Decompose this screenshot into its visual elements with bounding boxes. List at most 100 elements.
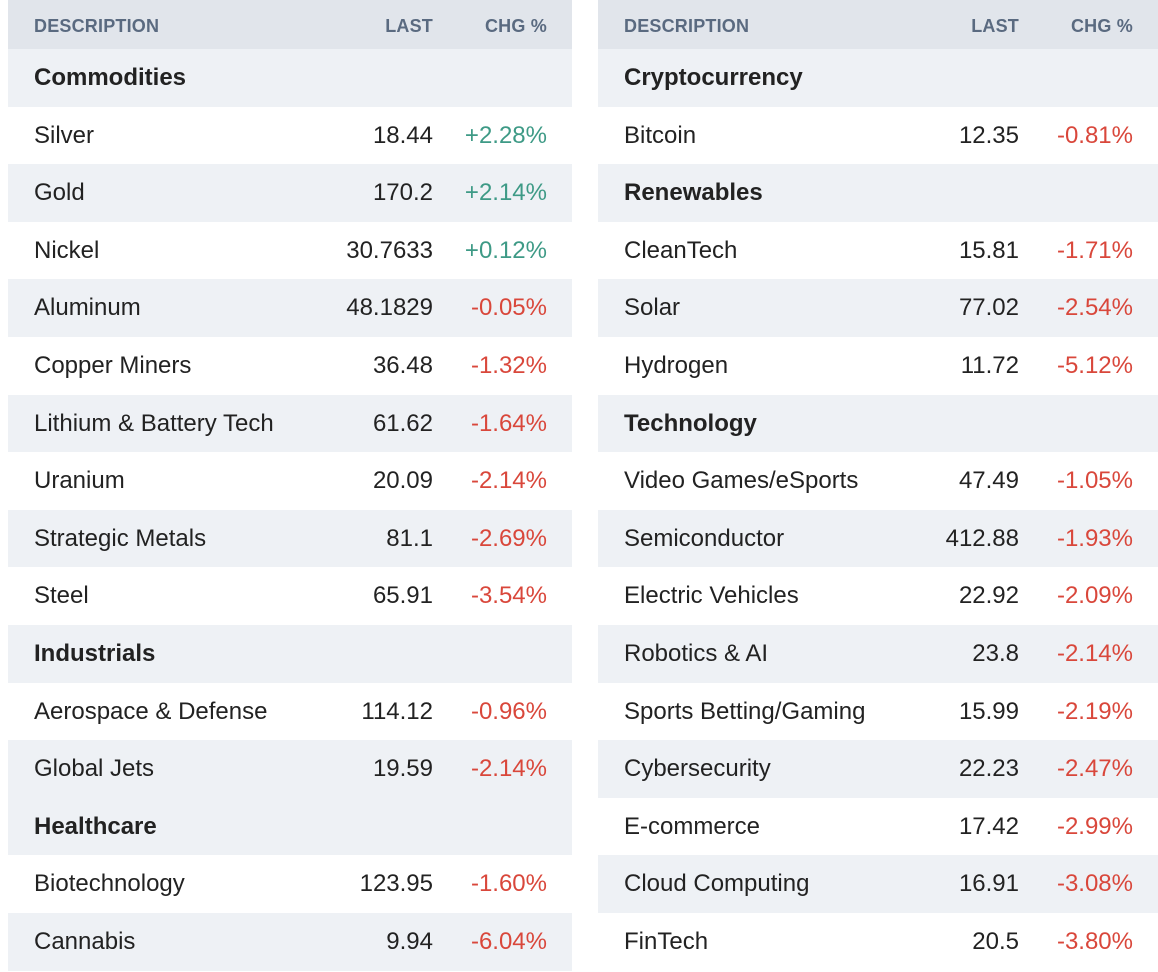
row-description[interactable]: Steel	[34, 582, 89, 610]
row-change-percent: -2.09%	[1056, 582, 1133, 610]
row-description[interactable]: Global Jets	[34, 755, 155, 783]
row-description[interactable]: Cannabis	[34, 927, 136, 955]
row-last-price: 18.44	[372, 121, 433, 149]
row-description[interactable]: Nickel	[34, 236, 100, 264]
row-last-price: 77.02	[958, 294, 1019, 322]
table-row[interactable]: Global Jets 19.59 -2.14%	[8, 740, 572, 798]
row-change-percent: -2.14%	[1056, 639, 1133, 667]
table-row[interactable]: Solar 77.02 -2.54%	[598, 279, 1158, 337]
table-row[interactable]: Lithium & Battery Tech 61.62 -1.64%	[8, 394, 572, 453]
row-description[interactable]: Robotics & AI	[624, 639, 769, 667]
table-row[interactable]: Gold 170.2 +2.14%	[8, 164, 572, 222]
row-last-price: 11.72	[960, 351, 1019, 379]
row-description[interactable]: Uranium	[34, 467, 125, 495]
row-change-percent: -0.05%	[470, 294, 547, 322]
row-description[interactable]: CleanTech	[624, 236, 738, 264]
section-header-row: Commodities	[8, 49, 572, 107]
row-description[interactable]: Copper Miners	[34, 351, 192, 379]
row-last-price: 47.49	[958, 467, 1019, 495]
section-title: Industrials	[34, 639, 156, 667]
column-header-description[interactable]: DESCRIPTION	[34, 16, 160, 36]
row-last-price: 17.42	[958, 812, 1019, 840]
row-change-percent: -2.69%	[470, 524, 547, 552]
row-last-price: 9.94	[386, 927, 433, 955]
column-header-change[interactable]: CHG %	[1070, 16, 1133, 36]
table-row[interactable]: Electric Vehicles 22.92 -2.09%	[598, 567, 1158, 625]
row-description[interactable]: Lithium & Battery Tech	[34, 409, 274, 437]
table-row[interactable]: FinTech 20.5 -3.80%	[598, 913, 1158, 971]
column-header-description[interactable]: DESCRIPTION	[624, 16, 750, 36]
row-change-percent: -1.32%	[470, 351, 547, 379]
table-row[interactable]: Aerospace & Defense 114.12 -0.96%	[8, 683, 572, 741]
row-description[interactable]: Hydrogen	[624, 351, 729, 379]
row-last-price: 19.59	[372, 755, 433, 783]
row-change-percent: -2.99%	[1056, 812, 1133, 840]
row-last-price: 61.62	[372, 409, 433, 437]
row-description[interactable]: Video Games/eSports	[624, 467, 859, 495]
table-row[interactable]: Steel 65.91 -3.54%	[8, 567, 572, 625]
table-row[interactable]: Uranium 20.09 -2.14%	[8, 452, 572, 510]
row-last-price: 48.1829	[346, 294, 433, 322]
row-change-percent: -6.04%	[470, 927, 547, 955]
row-description[interactable]: Gold	[34, 179, 85, 207]
table-row[interactable]: Semiconductor 412.88 -1.93%	[598, 509, 1158, 568]
row-change-percent: -1.60%	[470, 870, 547, 898]
table-row[interactable]: Bitcoin 12.35 -0.81%	[598, 107, 1158, 165]
table-row[interactable]: Video Games/eSports 47.49 -1.05%	[598, 452, 1158, 510]
row-description[interactable]: Aluminum	[34, 294, 141, 322]
table-row[interactable]: Cloud Computing 16.91 -3.08%	[598, 855, 1158, 913]
table-row[interactable]: Robotics & AI 23.8 -2.14%	[598, 624, 1158, 683]
row-description[interactable]: Electric Vehicles	[624, 582, 799, 610]
section-title: Renewables	[624, 179, 763, 207]
table-row[interactable]: Cybersecurity 22.23 -2.47%	[598, 740, 1158, 798]
row-description[interactable]: Cybersecurity	[624, 755, 771, 783]
row-last-price: 23.8	[972, 639, 1019, 667]
table-row[interactable]: Hydrogen 11.72 -5.12%	[598, 337, 1158, 395]
row-description[interactable]: E-commerce	[624, 812, 761, 840]
column-header-change[interactable]: CHG %	[484, 16, 547, 36]
row-change-percent: -2.14%	[470, 467, 547, 495]
row-description[interactable]: Strategic Metals	[34, 524, 207, 552]
row-last-price: 170.2	[372, 179, 433, 207]
row-description[interactable]: FinTech	[624, 927, 709, 955]
table-row[interactable]: E-commerce 17.42 -2.99%	[598, 798, 1158, 856]
row-description[interactable]: Silver	[34, 121, 95, 149]
row-description[interactable]: Biotechnology	[34, 870, 185, 898]
column-header-last[interactable]: LAST	[385, 16, 433, 36]
row-change-percent: -3.80%	[1056, 927, 1133, 955]
left-sector-table: DESCRIPTION LAST CHG % Commodities Silver…	[8, 0, 572, 971]
row-description[interactable]: Bitcoin	[624, 121, 697, 149]
table-row[interactable]: Copper Miners 36.48 -1.32%	[8, 337, 572, 395]
row-description[interactable]: Aerospace & Defense	[34, 697, 268, 725]
table-row[interactable]: Aluminum 48.1829 -0.05%	[8, 279, 572, 337]
section-header-row: Technology	[598, 394, 1158, 453]
row-change-percent: -5.12%	[1056, 351, 1133, 379]
row-change-percent: -2.14%	[470, 755, 547, 783]
row-last-price: 12.35	[958, 121, 1019, 149]
row-last-price: 20.5	[972, 927, 1019, 955]
section-header-row: Renewables	[598, 164, 1158, 222]
row-change-percent: -1.64%	[470, 409, 547, 437]
row-description[interactable]: Cloud Computing	[624, 870, 810, 898]
row-description[interactable]: Sports Betting/Gaming	[624, 697, 866, 725]
row-description[interactable]: Solar	[624, 294, 681, 322]
section-header-row: Industrials	[8, 624, 572, 683]
row-last-price: 16.91	[958, 870, 1019, 898]
table-row[interactable]: Cannabis 9.94 -6.04%	[8, 912, 572, 971]
column-header-last[interactable]: LAST	[971, 16, 1019, 36]
table-row[interactable]: Nickel 30.7633 +0.12%	[8, 222, 572, 280]
row-last-price: 22.92	[958, 582, 1019, 610]
table-row[interactable]: Silver 18.44 +2.28%	[8, 107, 572, 165]
row-change-percent: -3.54%	[470, 582, 547, 610]
table-row[interactable]: Biotechnology 123.95 -1.60%	[8, 855, 572, 913]
row-last-price: 412.88	[945, 524, 1019, 552]
row-change-percent: -1.05%	[1056, 467, 1133, 495]
table-row[interactable]: CleanTech 15.81 -1.71%	[598, 222, 1158, 280]
row-description[interactable]: Semiconductor	[624, 524, 785, 552]
right-sector-table: DESCRIPTION LAST CHG % Cryptocurrency Bit…	[598, 0, 1158, 971]
table-header: DESCRIPTION LAST CHG %	[8, 0, 572, 49]
row-change-percent: -2.19%	[1056, 697, 1133, 725]
section-title: Healthcare	[34, 812, 157, 840]
table-row[interactable]: Strategic Metals 81.1 -2.69%	[8, 509, 572, 568]
table-row[interactable]: Sports Betting/Gaming 15.99 -2.19%	[598, 683, 1158, 741]
